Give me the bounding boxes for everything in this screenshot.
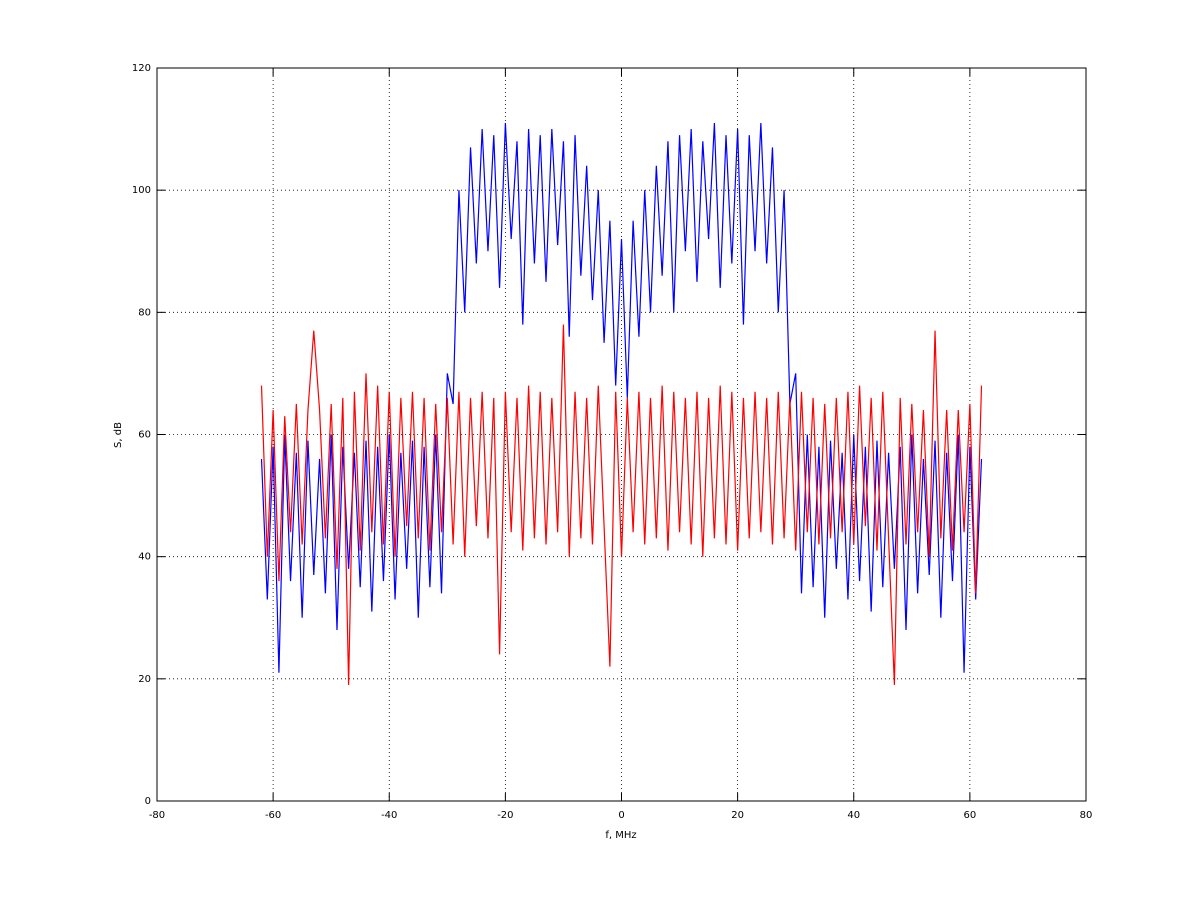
data-line (260, 122, 983, 673)
plot-frame (156, 67, 1087, 802)
y-tick-label: 0 (145, 796, 151, 807)
x-tick-label: -60 (265, 810, 281, 821)
x-tick-label: 40 (847, 810, 860, 821)
x-tick-label: -40 (381, 810, 397, 821)
y-tick-label: 40 (138, 552, 151, 563)
y-tick-label: 80 (138, 307, 151, 318)
y-tick-label: 60 (138, 430, 151, 441)
y-axis-label: S, dB (113, 422, 124, 448)
y-tick-label: 100 (132, 185, 151, 196)
x-tick-label: 0 (618, 810, 624, 821)
x-tick-label: 20 (731, 810, 744, 821)
x-tick-label: 80 (1080, 810, 1093, 821)
x-tick-label: -20 (497, 810, 513, 821)
y-tick-label: 120 (132, 63, 151, 74)
x-tick-label: -80 (149, 810, 165, 821)
y-tick-label: 20 (138, 674, 151, 685)
data-line (260, 324, 983, 685)
x-tick-label: 60 (964, 810, 977, 821)
x-axis-label: f, MHz (605, 830, 636, 841)
